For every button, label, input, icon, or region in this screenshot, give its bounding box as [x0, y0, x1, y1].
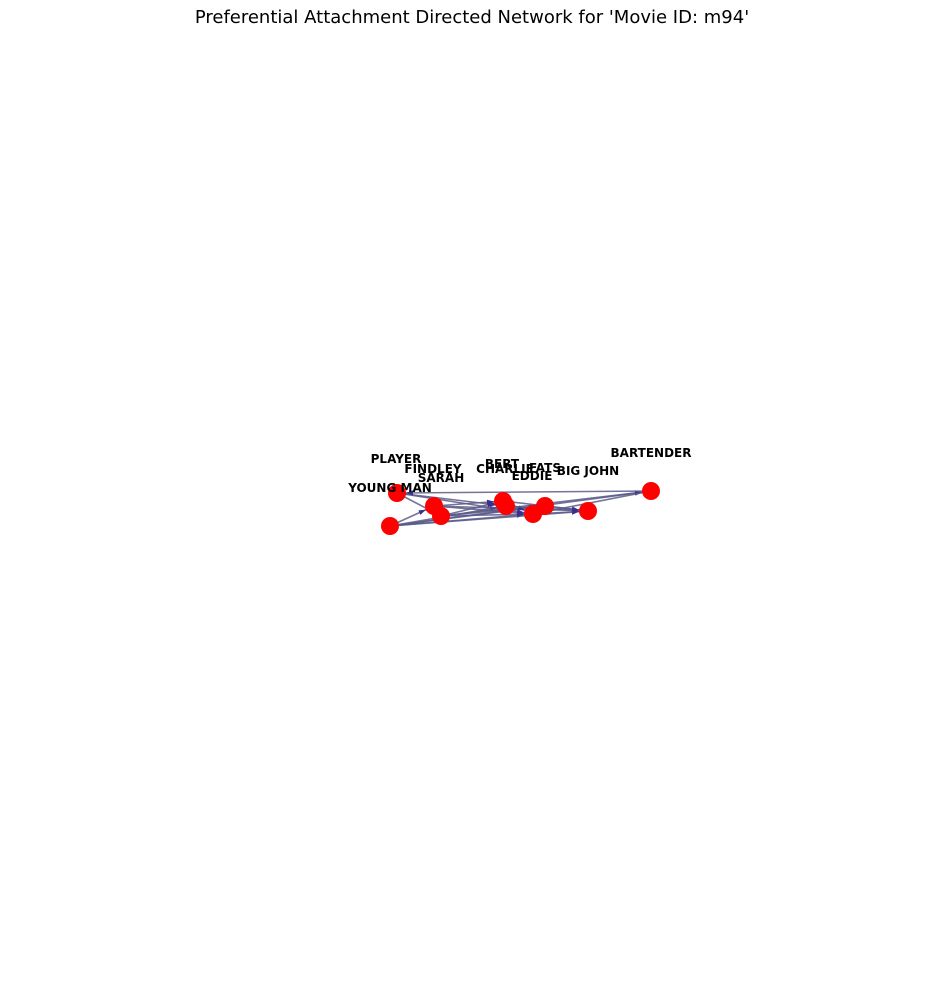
- arrowhead-young-man-to-findley: [418, 509, 426, 515]
- node-charlie: [497, 497, 515, 515]
- node-sarah: [432, 507, 450, 525]
- node-label-young-man: YOUNG MAN: [347, 481, 432, 495]
- edge-bartender-to-player: [396, 490, 652, 494]
- node-big-john: [579, 502, 597, 520]
- arrowhead-bartender-to-player: [405, 490, 414, 496]
- node-label-player: PLAYER: [371, 452, 422, 466]
- node-label-charlie: CHARLIE: [476, 462, 534, 476]
- arrowhead-eddie-to-big-john: [571, 509, 580, 515]
- node-eddie: [524, 505, 542, 523]
- node-bartender: [642, 482, 660, 500]
- arrowhead-sarah-to-bert: [486, 502, 495, 508]
- node-label-sarah: SARAH: [418, 471, 465, 485]
- node-label-eddie: EDDIE: [512, 469, 553, 483]
- node-label-fats: FATS: [529, 461, 561, 475]
- chart-title: Preferential Attachment Directed Network…: [194, 7, 750, 28]
- node-label-bert: BERT: [485, 457, 520, 471]
- arrowhead-sarah-to-eddie: [516, 511, 525, 517]
- node-label-big-john: BIG JOHN: [557, 464, 619, 478]
- node-label-bartender: BARTENDER: [611, 446, 692, 460]
- node-player: [388, 484, 406, 502]
- node-label-findley: FINDLEY: [404, 462, 462, 476]
- nodes-layer: [381, 482, 660, 535]
- node-young-man: [381, 517, 399, 535]
